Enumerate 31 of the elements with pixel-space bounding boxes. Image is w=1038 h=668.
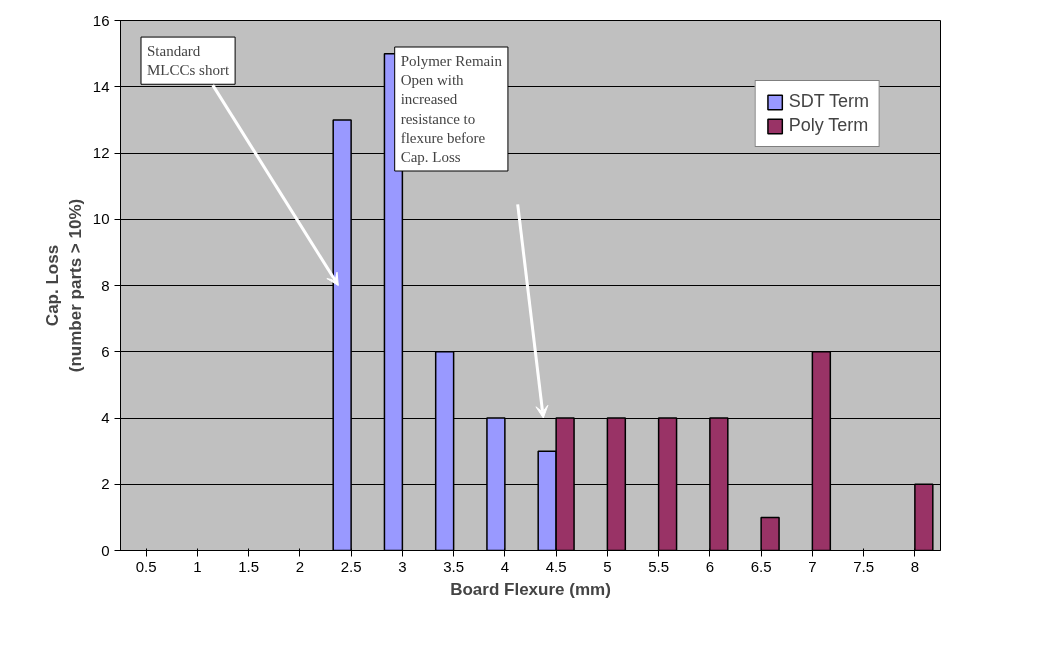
y-tick-label: 12 (92, 144, 110, 161)
x-tick-label: 4 (500, 557, 510, 575)
legend-label: SDT Term (788, 91, 869, 112)
x-tick-label: 0.5 (135, 557, 157, 575)
x-tick-label: 1 (193, 557, 202, 575)
x-tick-label: 6 (705, 557, 715, 575)
y-tick-label: 0 (101, 541, 110, 559)
y-tick-label: 10 (92, 210, 110, 228)
x-axis-title: Board Flexure (mm) (450, 579, 611, 599)
x-tick-label: 2 (295, 557, 305, 575)
x-tick-label: 2.5 (340, 557, 362, 575)
x-tick-label: 8 (910, 557, 920, 575)
y-tick-label: 2 (101, 475, 110, 493)
legend-label: Poly Term (788, 115, 869, 136)
x-tick-label: 4.5 (545, 557, 567, 575)
y-tick-label: 16 (92, 11, 110, 29)
annotation: Polymer Remain Open with increased resistance to flexure before Cap. Loss (400, 53, 503, 165)
annotation: Standard MLCCs short (147, 43, 230, 79)
y-tick-label: 8 (101, 276, 110, 294)
x-tick-label: 7 (808, 557, 817, 575)
x-tick-label: 6.5 (750, 557, 772, 575)
y-axis-title: Cap. Loss (number parts > 10%) (43, 198, 85, 373)
y-tick-label: 14 (92, 77, 110, 95)
x-tick-label: 5 (603, 557, 612, 575)
x-tick-label: 3.5 (443, 557, 465, 575)
x-tick-label: 7.5 (853, 557, 875, 575)
x-tick-label: 3 (398, 557, 407, 575)
y-tick-label: 6 (101, 342, 110, 360)
y-tick-label: 4 (101, 409, 110, 426)
x-tick-label: 1.5 (238, 557, 260, 575)
x-tick-label: 5.5 (648, 557, 670, 575)
